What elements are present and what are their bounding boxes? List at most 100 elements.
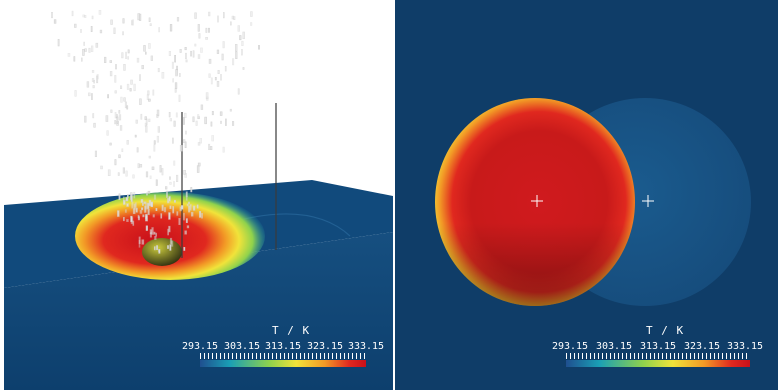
particle-streak — [110, 19, 113, 25]
particle-streak — [168, 225, 171, 233]
particle-streak — [134, 134, 137, 138]
particle-streak — [235, 51, 238, 59]
particle-streak — [204, 116, 207, 125]
particle-streak — [148, 17, 151, 22]
particle-streak — [222, 41, 225, 49]
particle-streak — [173, 181, 175, 187]
particle-streak — [96, 75, 99, 84]
particle-streak — [149, 229, 153, 235]
particle-streak — [130, 79, 133, 85]
colorbar-right-tick-1: 303.15 — [595, 341, 633, 352]
particle-streak — [219, 111, 223, 116]
particle-streak — [121, 148, 124, 153]
colorbar-minor-ticks — [200, 353, 366, 359]
particle-streak — [156, 135, 160, 143]
particle-streak — [104, 56, 107, 64]
particle-streak — [237, 25, 240, 32]
particle-streak — [237, 88, 240, 95]
particle-streak — [205, 92, 209, 100]
particle-streak — [214, 77, 217, 81]
particle-streak — [141, 65, 144, 70]
particle-streak — [199, 211, 202, 218]
particle-streak — [158, 27, 161, 33]
particle-streak — [140, 199, 144, 203]
particle-streak — [169, 24, 173, 32]
particle-streak — [109, 142, 112, 146]
particle-streak — [205, 36, 208, 40]
particle-streak — [183, 247, 186, 251]
particle-streak — [154, 246, 156, 251]
particle-streak — [150, 201, 153, 207]
particle-streak — [107, 169, 111, 177]
particle-streak — [92, 85, 95, 89]
particle-streak — [179, 145, 183, 152]
particle-streak — [183, 170, 186, 175]
particle-streak — [217, 70, 220, 75]
particle-streak — [197, 54, 201, 59]
particle-streak — [136, 147, 139, 153]
particle-streak — [146, 94, 149, 100]
particle-streak — [155, 208, 158, 212]
particle-streak — [127, 49, 130, 54]
perspective-view-panel: T / K 293.15 303.15 313.15 323.15 333.15 — [4, 10, 393, 390]
particle-streak — [183, 212, 185, 221]
particle-streak — [100, 165, 103, 170]
particle-streak — [141, 239, 145, 245]
particle-streak — [137, 163, 140, 169]
particle-streak — [122, 167, 125, 174]
particle-streak — [185, 130, 187, 135]
particle-streak — [168, 196, 171, 202]
particle-streak — [216, 49, 220, 54]
particle-streak — [126, 219, 129, 222]
particle-streak — [154, 236, 157, 240]
particle-streak — [192, 50, 195, 58]
particle-streak — [208, 73, 211, 78]
particle-streak — [169, 244, 172, 251]
particle-streak — [179, 73, 181, 77]
particle-streak — [222, 146, 225, 153]
particle-streak — [161, 72, 165, 79]
crosshair-marker-1-icon — [531, 195, 543, 207]
particle-streak — [185, 52, 187, 60]
particle-streak — [225, 118, 227, 126]
particle-streak — [106, 130, 109, 136]
particle-streak — [169, 205, 172, 210]
particle-streak — [91, 15, 94, 20]
particle-streak — [126, 203, 129, 207]
particle-streak — [81, 57, 83, 62]
particle-streak — [137, 214, 140, 219]
particle-streak — [93, 122, 96, 128]
particle-streak — [197, 162, 201, 167]
colorbar-tick-2: 313.15 — [264, 341, 302, 352]
particle-streak — [122, 18, 125, 24]
particle-streak — [158, 249, 161, 254]
colorbar-tick-4: 333.15 — [347, 341, 385, 352]
particle-streak — [169, 181, 172, 185]
colorbar-tick-1: 303.15 — [223, 341, 261, 352]
particle-streak — [242, 31, 245, 39]
particle-streak — [197, 142, 201, 146]
particle-streak — [149, 175, 152, 179]
particle-streak — [130, 194, 133, 202]
particle-streak — [125, 170, 128, 177]
particle-streak — [232, 58, 235, 66]
particle-streak — [91, 70, 95, 73]
particle-streak — [232, 121, 235, 126]
particle-streak — [144, 205, 147, 213]
fluid-front-face — [4, 232, 393, 390]
particle-streak — [74, 90, 77, 97]
particle-streak — [109, 71, 113, 77]
particle-streak — [173, 160, 176, 166]
particle-streak — [88, 92, 91, 97]
particle-streak — [174, 82, 178, 89]
particle-streak — [211, 135, 214, 142]
colorbar-right-tick-3: 323.15 — [683, 341, 721, 352]
particle-streak — [123, 217, 125, 222]
particle-streak — [250, 22, 253, 26]
particle-streak — [151, 166, 155, 170]
particle-streak — [174, 88, 177, 93]
hot-region — [75, 192, 265, 280]
particle-streak — [216, 81, 220, 87]
particle-streak — [242, 67, 245, 70]
particle-streak — [174, 200, 176, 203]
